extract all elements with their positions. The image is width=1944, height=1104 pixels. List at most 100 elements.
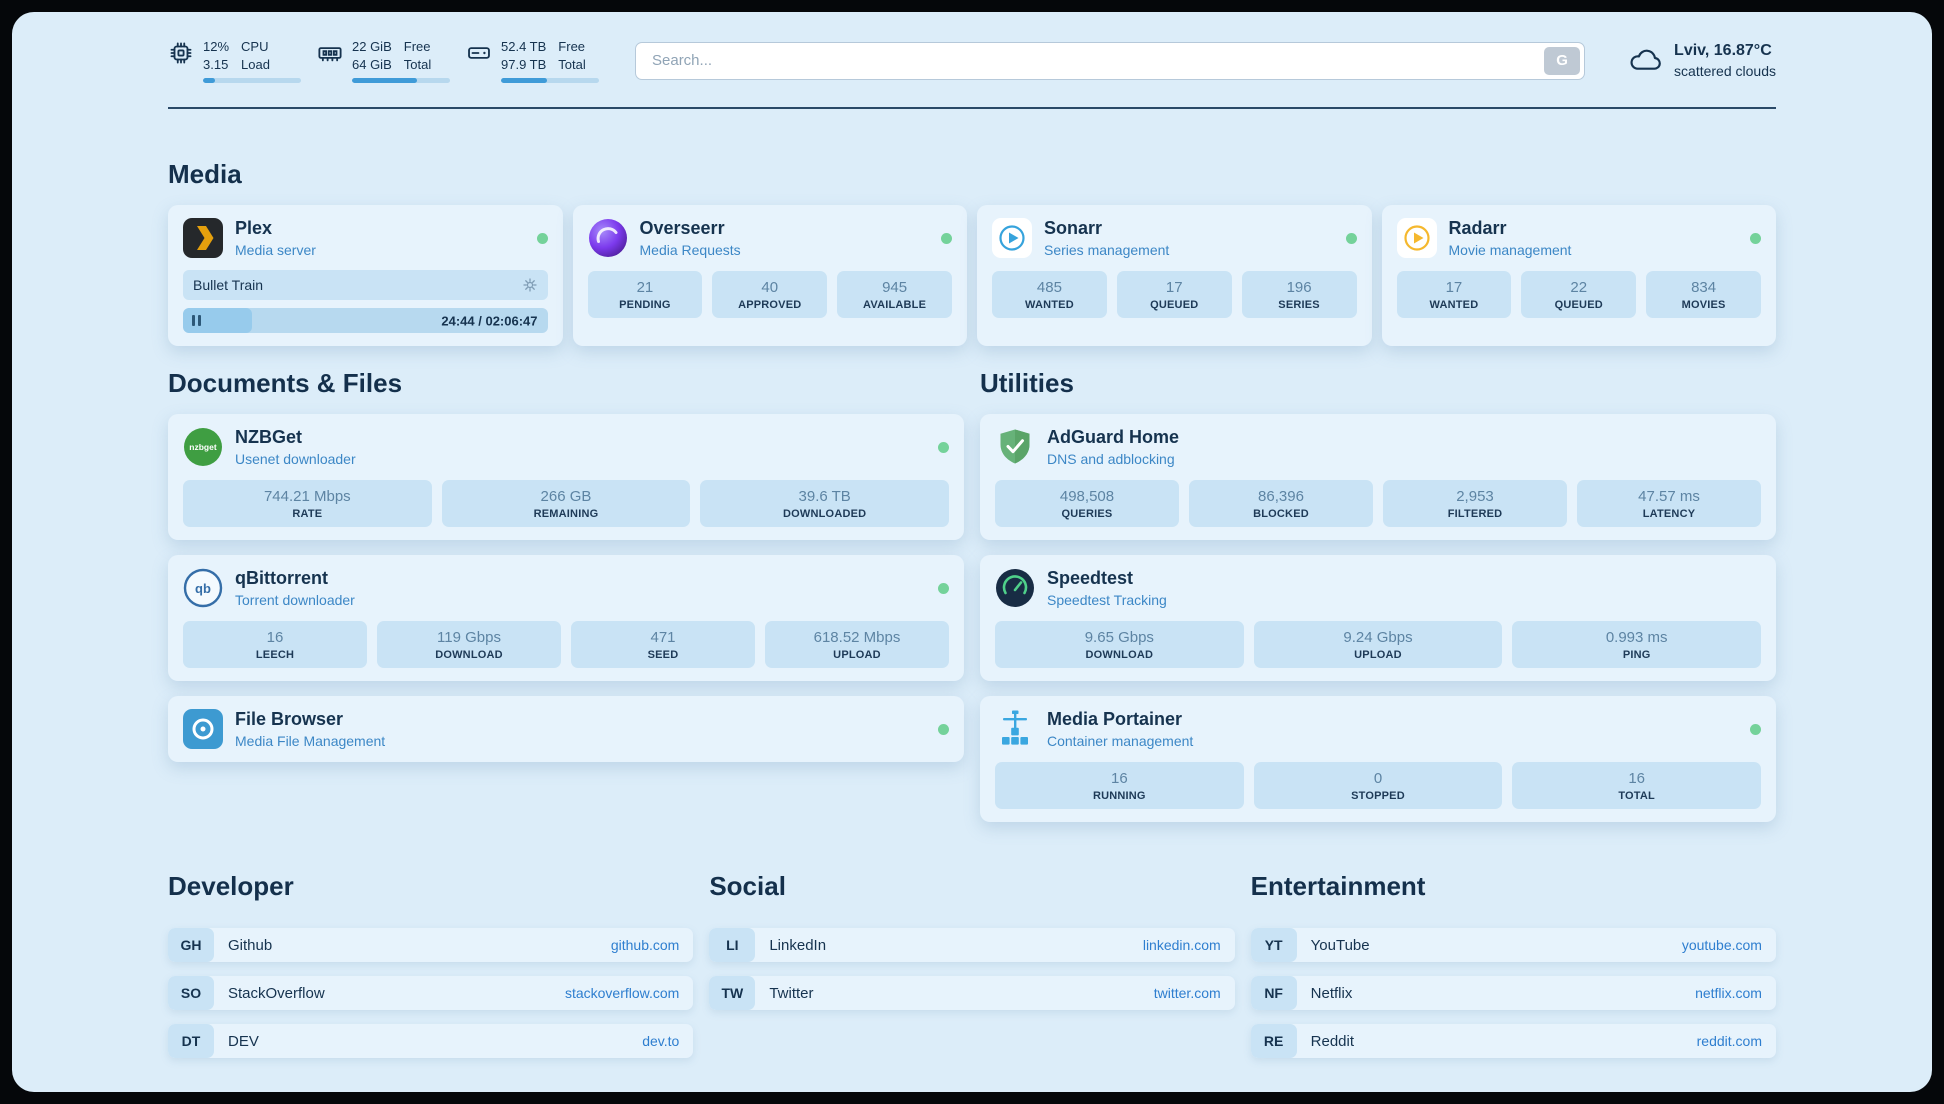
link-name: Reddit xyxy=(1310,1032,1355,1050)
plex-card[interactable]: Plex Media server Bullet Train xyxy=(168,205,563,347)
link-url: linkedin.com xyxy=(1142,937,1221,954)
link-url: reddit.com xyxy=(1696,1033,1762,1050)
stat-box: 119 Gbps DOWNLOAD xyxy=(377,621,561,669)
cpu-label: CPU xyxy=(241,39,269,54)
stat-label: MOVIES xyxy=(1681,299,1726,312)
disk-free-label: Free xyxy=(558,39,586,54)
stat-value: 22 xyxy=(1570,279,1588,297)
stat-box: 39.6 TB DOWNLOADED xyxy=(700,480,949,528)
stat-value: 16 xyxy=(266,629,284,647)
stat-label: APPROVED xyxy=(738,299,802,312)
stat-box: 2,953 FILTERED xyxy=(1383,480,1567,528)
nzbget-icon: nzbget xyxy=(183,427,223,467)
link-url: youtube.com xyxy=(1681,937,1762,954)
stat-label: STOPPED xyxy=(1351,790,1405,803)
utilities-section-title: Utilities xyxy=(980,368,1074,399)
search-input[interactable] xyxy=(635,41,1586,80)
top-bar: 12% 3.15 CPU Load xyxy=(168,12,1776,84)
app-subtitle: Usenet downloader xyxy=(235,450,356,467)
social-links-section: Social LI LinkedIn linkedin.com TW Twitt… xyxy=(709,871,1235,1072)
netflix-abbr-badge: NF xyxy=(1250,976,1297,1011)
stat-label: PING xyxy=(1622,649,1651,662)
stat-label: WANTED xyxy=(1429,299,1479,312)
link-netflix[interactable]: NF Netflix netflix.com xyxy=(1250,976,1776,1011)
stat-label: QUERIES xyxy=(1061,508,1113,521)
cpu-progress-track xyxy=(203,78,301,84)
link-url: dev.to xyxy=(642,1033,680,1050)
ram-progress-track xyxy=(352,78,450,84)
ram-total-value: 64 GiB xyxy=(352,56,392,72)
status-online-dot xyxy=(1345,232,1357,244)
overseerr-card[interactable]: Overseerr Media Requests 21 PENDING 40 A… xyxy=(572,205,967,347)
ram-icon xyxy=(317,38,343,66)
gear-icon[interactable] xyxy=(522,277,538,293)
stat-value: 945 xyxy=(882,279,908,297)
stackoverflow-abbr-badge: SO xyxy=(168,976,214,1011)
nzbget-card[interactable]: nzbget NZBGet Usenet downloader 744.21 M… xyxy=(168,414,964,541)
documents-section: Documents & Files nzbget NZBGet U xyxy=(168,368,964,822)
cpu-progress-fill xyxy=(203,78,215,84)
stat-label: FILTERED xyxy=(1447,508,1503,521)
stat-value: 9.24 Gbps xyxy=(1343,629,1413,647)
app-subtitle: Series management xyxy=(1044,241,1170,258)
stat-value: 485 xyxy=(1036,279,1062,297)
sonarr-card[interactable]: Sonarr Series management 485 WANTED 17 Q… xyxy=(977,205,1372,347)
google-search-button[interactable]: G xyxy=(1544,46,1581,75)
dashboard-window: 12% 3.15 CPU Load xyxy=(12,12,1932,1092)
filebrowser-card[interactable]: File Browser Media File Management xyxy=(168,696,964,763)
qbittorrent-card[interactable]: qb qBittorrent Torrent downloader 16 LEE… xyxy=(168,555,964,682)
link-stackoverflow[interactable]: SO StackOverflow stackoverflow.com xyxy=(168,976,694,1011)
link-twitter[interactable]: TW Twitter twitter.com xyxy=(709,976,1235,1011)
link-github[interactable]: GH Github github.com xyxy=(168,928,694,963)
stat-label: UPLOAD xyxy=(1354,649,1402,662)
app-subtitle: Torrent downloader xyxy=(235,591,355,608)
disk-progress-track xyxy=(501,78,599,84)
weather-condition: scattered clouds xyxy=(1674,62,1776,79)
stat-label: LEECH xyxy=(255,649,295,662)
app-name: AdGuard Home xyxy=(1047,427,1180,448)
svg-text:nzbget: nzbget xyxy=(189,442,217,452)
stat-box: 744.21 Mbps RATE xyxy=(183,480,432,528)
link-name: LinkedIn xyxy=(769,936,827,954)
portainer-card[interactable]: Media Portainer Container management 16 … xyxy=(980,696,1776,823)
stat-box: 21 PENDING xyxy=(587,271,703,319)
app-name: Plex xyxy=(235,218,273,239)
stat-box: 40 APPROVED xyxy=(712,271,828,319)
link-dev[interactable]: DT DEV dev.to xyxy=(168,1024,694,1059)
stat-value: 21 xyxy=(636,279,654,297)
status-online-dot xyxy=(938,441,949,453)
reddit-abbr-badge: RE xyxy=(1250,1024,1297,1059)
radarr-card[interactable]: Radarr Movie management 17 WANTED 22 QUE… xyxy=(1381,205,1776,347)
status-online-dot xyxy=(1750,232,1761,244)
stat-value: 86,396 xyxy=(1258,488,1304,506)
link-url: netflix.com xyxy=(1695,985,1762,1002)
app-subtitle: DNS and adblocking xyxy=(1047,450,1175,467)
stat-value: 266 GB xyxy=(540,488,592,506)
link-name: Twitter xyxy=(769,984,814,1002)
speedtest-card[interactable]: Speedtest Speedtest Tracking 9.65 Gbps D… xyxy=(980,555,1776,682)
disk-labels: Free Total xyxy=(558,38,585,73)
weather-location: Lviv, 16.87°C xyxy=(1674,42,1772,60)
app-subtitle: Speedtest Tracking xyxy=(1047,591,1167,608)
entertainment-section-title: Entertainment xyxy=(1250,871,1426,902)
status-online-dot xyxy=(1750,723,1761,735)
cpu-values: 12% 3.15 xyxy=(203,38,229,73)
stat-box: 16 RUNNING xyxy=(995,762,1244,810)
portainer-icon xyxy=(995,709,1035,749)
link-reddit[interactable]: RE Reddit reddit.com xyxy=(1250,1024,1776,1059)
cloud-icon xyxy=(1627,43,1663,78)
playback-progress-track[interactable]: 24:44 / 02:06:47 xyxy=(183,308,548,334)
qbittorrent-icon: qb xyxy=(183,568,223,608)
youtube-abbr-badge: YT xyxy=(1250,928,1297,963)
stat-box: 196 SERIES xyxy=(1241,271,1357,319)
entertainment-links-section: Entertainment YT YouTube youtube.com NF … xyxy=(1250,871,1776,1072)
media-section: Media Plex Media server xyxy=(168,159,1776,347)
adguard-card[interactable]: AdGuard Home DNS and adblocking 498,508 … xyxy=(980,414,1776,541)
pause-icon[interactable] xyxy=(192,315,201,327)
link-youtube[interactable]: YT YouTube youtube.com xyxy=(1250,928,1776,963)
stat-box: 16 LEECH xyxy=(183,621,367,669)
link-linkedin[interactable]: LI LinkedIn linkedin.com xyxy=(709,928,1235,963)
twitter-abbr-badge: TW xyxy=(709,976,756,1011)
media-section-title: Media xyxy=(168,159,242,190)
stat-value: 17 xyxy=(1165,279,1183,297)
